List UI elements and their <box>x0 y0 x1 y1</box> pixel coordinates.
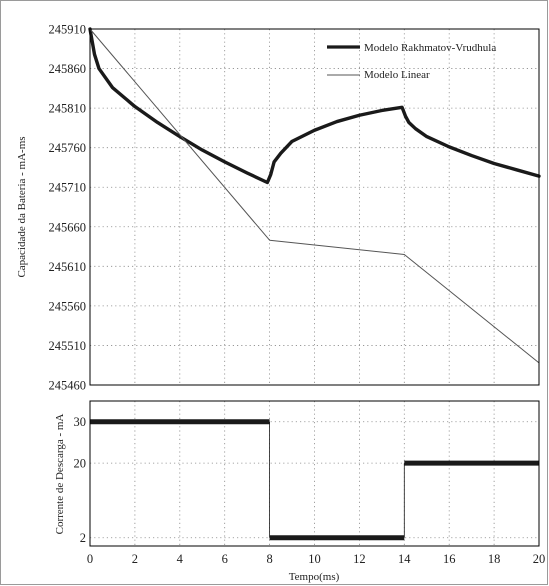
x-tick-label: 4 <box>177 552 184 566</box>
x-tick-label: 0 <box>87 552 93 566</box>
bottom-y-axis-title: Corrente de Descarga - mA <box>54 414 66 535</box>
x-tick-label: 20 <box>533 552 546 566</box>
x-axis-title: Tempo(ms) <box>289 571 340 583</box>
top-y-tick-label: 245610 <box>49 260 87 274</box>
top-y-tick-label: 245660 <box>49 220 87 234</box>
top-y-axis-title: Capacidade da Bateria - mA-ms <box>16 136 28 277</box>
x-tick-label: 16 <box>443 552 456 566</box>
top-y-tick-label: 245510 <box>49 339 87 353</box>
top-plot-area <box>89 28 540 386</box>
bottom-y-tick-label: 2 <box>80 531 86 545</box>
top-y-tick-label: 245760 <box>49 141 87 155</box>
x-tick-label: 6 <box>222 552 228 566</box>
top-y-tick-label: 245560 <box>49 299 87 313</box>
top-y-tick-label: 245910 <box>49 23 87 37</box>
bottom-y-tick-labels: 2 20 30 <box>74 415 87 545</box>
bottom-series-group <box>90 419 539 541</box>
legend-label-linear: Modelo Linear <box>364 69 430 81</box>
top-gridlines <box>90 29 539 385</box>
bottom-y-tick-label: 30 <box>74 415 87 429</box>
x-tick-label: 18 <box>488 552 501 566</box>
legend-label-rakhmatov: Modelo Rakhmatov-Vrudhula <box>364 42 496 54</box>
bottom-y-tick-label: 20 <box>74 457 87 471</box>
top-y-tick-label: 245460 <box>49 379 87 393</box>
x-tick-label: 14 <box>398 552 411 566</box>
x-tick-labels: 0 2 4 6 8 10 12 14 16 18 20 <box>87 552 545 566</box>
x-tick-label: 10 <box>308 552 321 566</box>
top-y-tick-labels: 245460 245510 245560 245610 245660 245710 2457… <box>49 23 87 393</box>
top-y-tick-label: 245710 <box>49 181 87 195</box>
x-tick-label: 2 <box>132 552 138 566</box>
series-line-linear <box>89 28 540 364</box>
top-series-group <box>88 27 541 364</box>
bottom-plot-area <box>89 400 540 547</box>
legend: Modelo Rakhmatov-Vrudhula Modelo Linear <box>327 42 496 81</box>
x-tick-label: 12 <box>353 552 366 566</box>
top-y-tick-label: 245860 <box>49 62 87 76</box>
series-line-rakhmatov-vrudhula <box>88 27 541 185</box>
top-y-tick-label: 245810 <box>49 102 87 116</box>
x-tick-label: 8 <box>266 552 272 566</box>
